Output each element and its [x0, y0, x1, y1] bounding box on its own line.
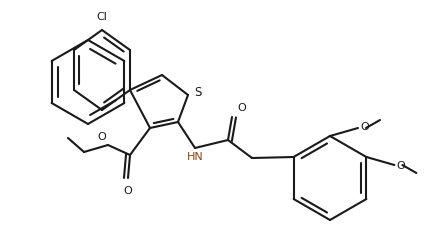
Text: O: O [360, 122, 369, 132]
Text: O: O [396, 161, 405, 171]
Text: S: S [194, 86, 201, 100]
Text: HN: HN [187, 152, 204, 162]
Text: O: O [124, 186, 132, 196]
Text: Cl: Cl [96, 12, 108, 22]
Text: O: O [237, 103, 246, 113]
Text: O: O [97, 132, 106, 142]
